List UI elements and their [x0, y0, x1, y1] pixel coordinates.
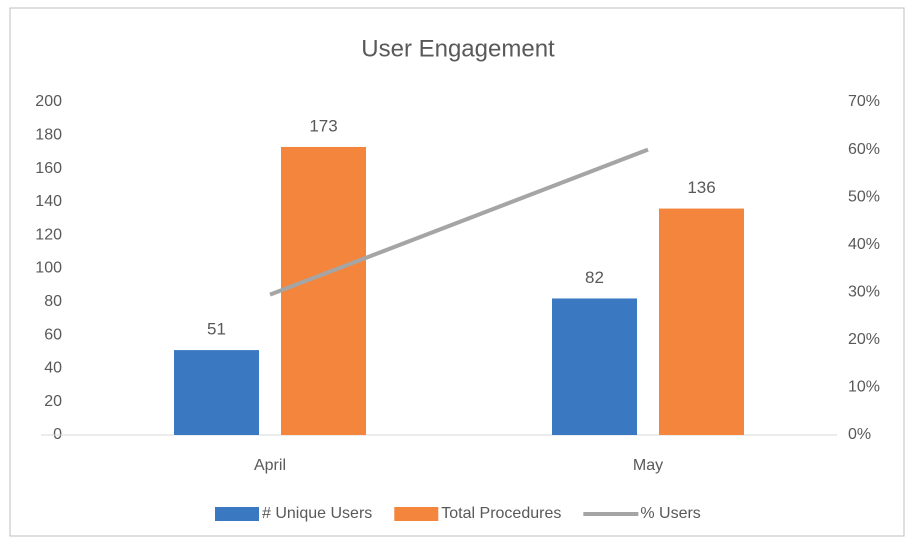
y-tick-label: 100	[35, 260, 62, 277]
y-tick-label: 180	[35, 127, 62, 144]
y2-tick-label: 20%	[848, 331, 880, 348]
y2-tick-label: 50%	[848, 188, 880, 205]
y-tick-label: 120	[35, 226, 62, 243]
bar	[659, 208, 744, 435]
y2-tick-label: 0%	[848, 426, 871, 443]
x-tick-label: May	[633, 457, 663, 474]
y2-tick-label: 30%	[848, 284, 880, 301]
data-label: 51	[207, 320, 226, 339]
bar	[281, 146, 366, 435]
legend-label: Total Procedures	[441, 505, 561, 522]
data-label: 82	[585, 268, 604, 287]
y-tick-label: 40	[44, 360, 62, 377]
bar	[552, 298, 637, 435]
legend-swatch	[394, 507, 439, 521]
data-label: 173	[309, 116, 337, 135]
data-label: 136	[687, 178, 715, 197]
y-tick-label: 160	[35, 160, 62, 177]
legend-label: % Users	[640, 505, 700, 522]
y-tick-label: 20	[44, 393, 62, 410]
y-tick-label: 60	[44, 326, 62, 343]
y2-tick-label: 40%	[848, 236, 880, 253]
chart-frame	[9, 7, 905, 537]
y2-tick-label: 60%	[848, 141, 880, 158]
y-tick-label: 140	[35, 193, 62, 210]
y2-tick-label: 70%	[848, 93, 880, 110]
legend-label: # Unique Users	[262, 505, 372, 522]
chart-title: User Engagement	[361, 35, 555, 62]
legend-swatch	[215, 507, 259, 521]
y-tick-label: 200	[35, 93, 62, 110]
bar	[174, 350, 259, 435]
line	[269, 147, 649, 297]
x-tick-label: April	[254, 457, 286, 474]
y2-tick-label: 10%	[848, 379, 880, 396]
y-tick-label: 80	[44, 293, 62, 310]
